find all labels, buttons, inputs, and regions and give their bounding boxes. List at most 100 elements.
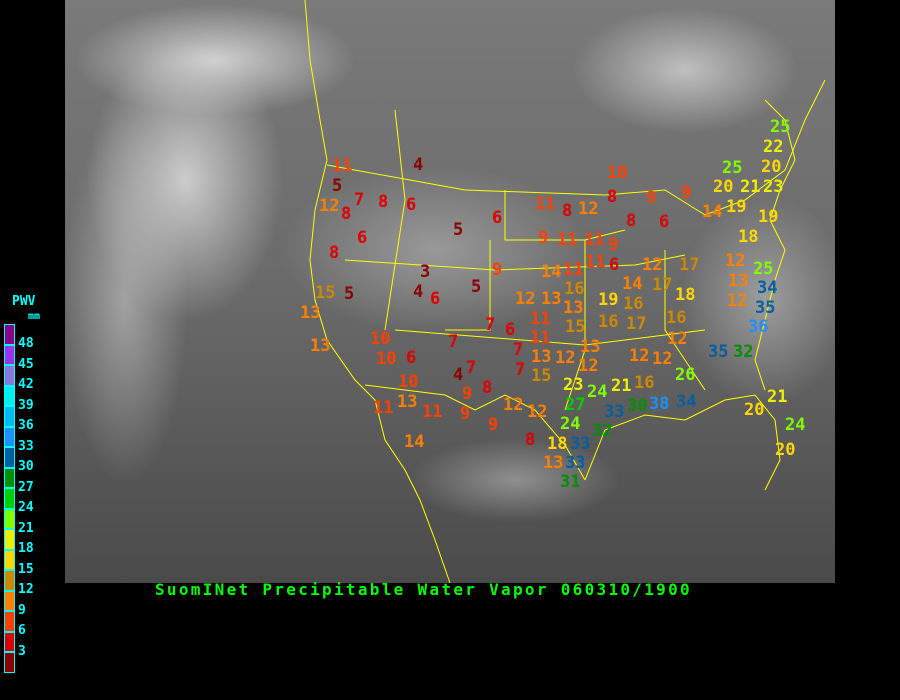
legend-tick: 33 [18, 438, 34, 454]
legend-swatch [4, 611, 15, 632]
station-pwv-value: 26 [675, 365, 696, 385]
legend-swatch [4, 631, 15, 652]
station-pwv-value: 16 [634, 373, 655, 393]
station-pwv-value: 6 [505, 320, 516, 340]
us-canada-border [326, 79, 826, 216]
station-pwv-value: 13 [397, 392, 418, 412]
station-pwv-value: 8 [378, 192, 389, 212]
legend-unit: mm [28, 311, 41, 322]
station-pwv-value: 27 [565, 395, 586, 415]
station-pwv-value: 6 [357, 228, 368, 248]
state-border [384, 109, 406, 331]
station-pwv-value: 12 [642, 255, 663, 275]
station-pwv-value: 10 [370, 329, 391, 349]
station-pwv-value: 21 [740, 177, 761, 197]
station-pwv-value: 18 [675, 285, 696, 305]
station-pwv-value: 14 [622, 274, 643, 294]
station-pwv-value: 33 [604, 402, 625, 422]
station-pwv-value: 9 [646, 188, 657, 208]
station-pwv-value: 23 [763, 177, 784, 197]
station-pwv-value: 6 [492, 208, 503, 228]
station-pwv-value: 31 [560, 472, 581, 492]
station-pwv-value: 32 [733, 342, 754, 362]
legend-swatch [4, 570, 15, 591]
station-pwv-value: 13 [543, 453, 564, 473]
legend-swatch [4, 324, 15, 345]
map-title: SuomINet Precipitable Water Vapor 060310… [155, 580, 692, 599]
station-pwv-value: 12 [725, 251, 746, 271]
station-pwv-value: 25 [770, 117, 791, 137]
station-pwv-value: 19 [758, 207, 779, 227]
station-pwv-value: 8 [626, 211, 637, 231]
station-pwv-value: 17 [652, 275, 673, 295]
station-pwv-value: 25 [722, 158, 743, 178]
station-pwv-value: 24 [785, 415, 806, 435]
station-pwv-value: 4 [413, 155, 424, 175]
station-pwv-value: 6 [430, 289, 441, 309]
legend-swatch [4, 344, 15, 365]
station-pwv-value: 20 [744, 400, 765, 420]
station-pwv-value: 8 [607, 187, 618, 207]
station-pwv-value: 13 [728, 271, 749, 291]
station-pwv-value: 12 [727, 291, 748, 311]
station-pwv-value: 34 [676, 392, 697, 412]
station-pwv-value: 12 [515, 289, 536, 309]
station-pwv-value: 8 [525, 430, 536, 450]
legend-tick: 6 [18, 623, 26, 638]
station-pwv-value: 19 [598, 290, 619, 310]
station-pwv-value: 12 [629, 346, 650, 366]
station-pwv-value: 9 [492, 260, 503, 280]
station-pwv-value: 10 [398, 372, 419, 392]
station-pwv-value: 8 [341, 204, 352, 224]
legend-tick: 24 [18, 500, 34, 515]
station-pwv-value: 24 [560, 414, 581, 434]
station-pwv-value: 19 [726, 197, 747, 217]
station-pwv-value: 17 [679, 255, 700, 275]
station-pwv-value: 6 [406, 348, 417, 368]
station-pwv-value: 14 [702, 202, 723, 222]
legend-swatch [4, 406, 15, 427]
station-pwv-value: 7 [515, 360, 526, 380]
station-pwv-value: 6 [609, 255, 620, 275]
station-pwv-value: 8 [482, 378, 493, 398]
legend-title: PWV [12, 294, 36, 309]
station-pwv-value: 20 [761, 157, 782, 177]
legend-tick: 3 [18, 643, 26, 659]
station-pwv-value: 12 [503, 395, 524, 415]
station-pwv-value: 13 [300, 303, 321, 323]
station-pwv-value: 16 [623, 294, 644, 314]
legend-tick: 12 [18, 582, 34, 597]
station-pwv-value: 15 [531, 366, 552, 386]
station-pwv-value: 12 [652, 349, 673, 369]
station-pwv-value: 7 [513, 340, 524, 360]
station-pwv-value: 24 [587, 382, 608, 402]
station-pwv-value: 13 [580, 337, 601, 357]
legend-swatch [4, 529, 15, 550]
station-pwv-value: 35 [755, 298, 776, 318]
station-pwv-value: 20 [775, 440, 796, 460]
legend-tick: 15 [18, 561, 34, 577]
station-pwv-value: 9 [488, 415, 499, 435]
legend-tick: 9 [18, 602, 26, 618]
station-pwv-value: 13 [310, 336, 331, 356]
political-borders [304, 0, 826, 583]
station-pwv-value: 12 [667, 329, 688, 349]
station-pwv-value: 21 [611, 376, 632, 396]
legend-swatch [4, 365, 15, 386]
station-pwv-value: 4 [413, 282, 424, 302]
station-pwv-value: 7 [448, 332, 459, 352]
station-pwv-value: 33 [570, 434, 591, 454]
station-pwv-value: 20 [713, 177, 734, 197]
legend-tick: 21 [18, 520, 34, 536]
station-pwv-value: 13 [531, 347, 552, 367]
station-pwv-value: 16 [666, 308, 687, 328]
station-pwv-value: 8 [562, 201, 573, 221]
station-pwv-value: 16 [598, 312, 619, 332]
station-pwv-value: 11 [530, 309, 551, 329]
legend-tick: 27 [18, 479, 34, 495]
station-pwv-value: 7 [466, 358, 477, 378]
legend-swatch [4, 549, 15, 570]
station-pwv-value: 34 [757, 278, 778, 298]
station-pwv-value: 15 [565, 317, 586, 337]
station-pwv-value: 17 [626, 314, 647, 334]
